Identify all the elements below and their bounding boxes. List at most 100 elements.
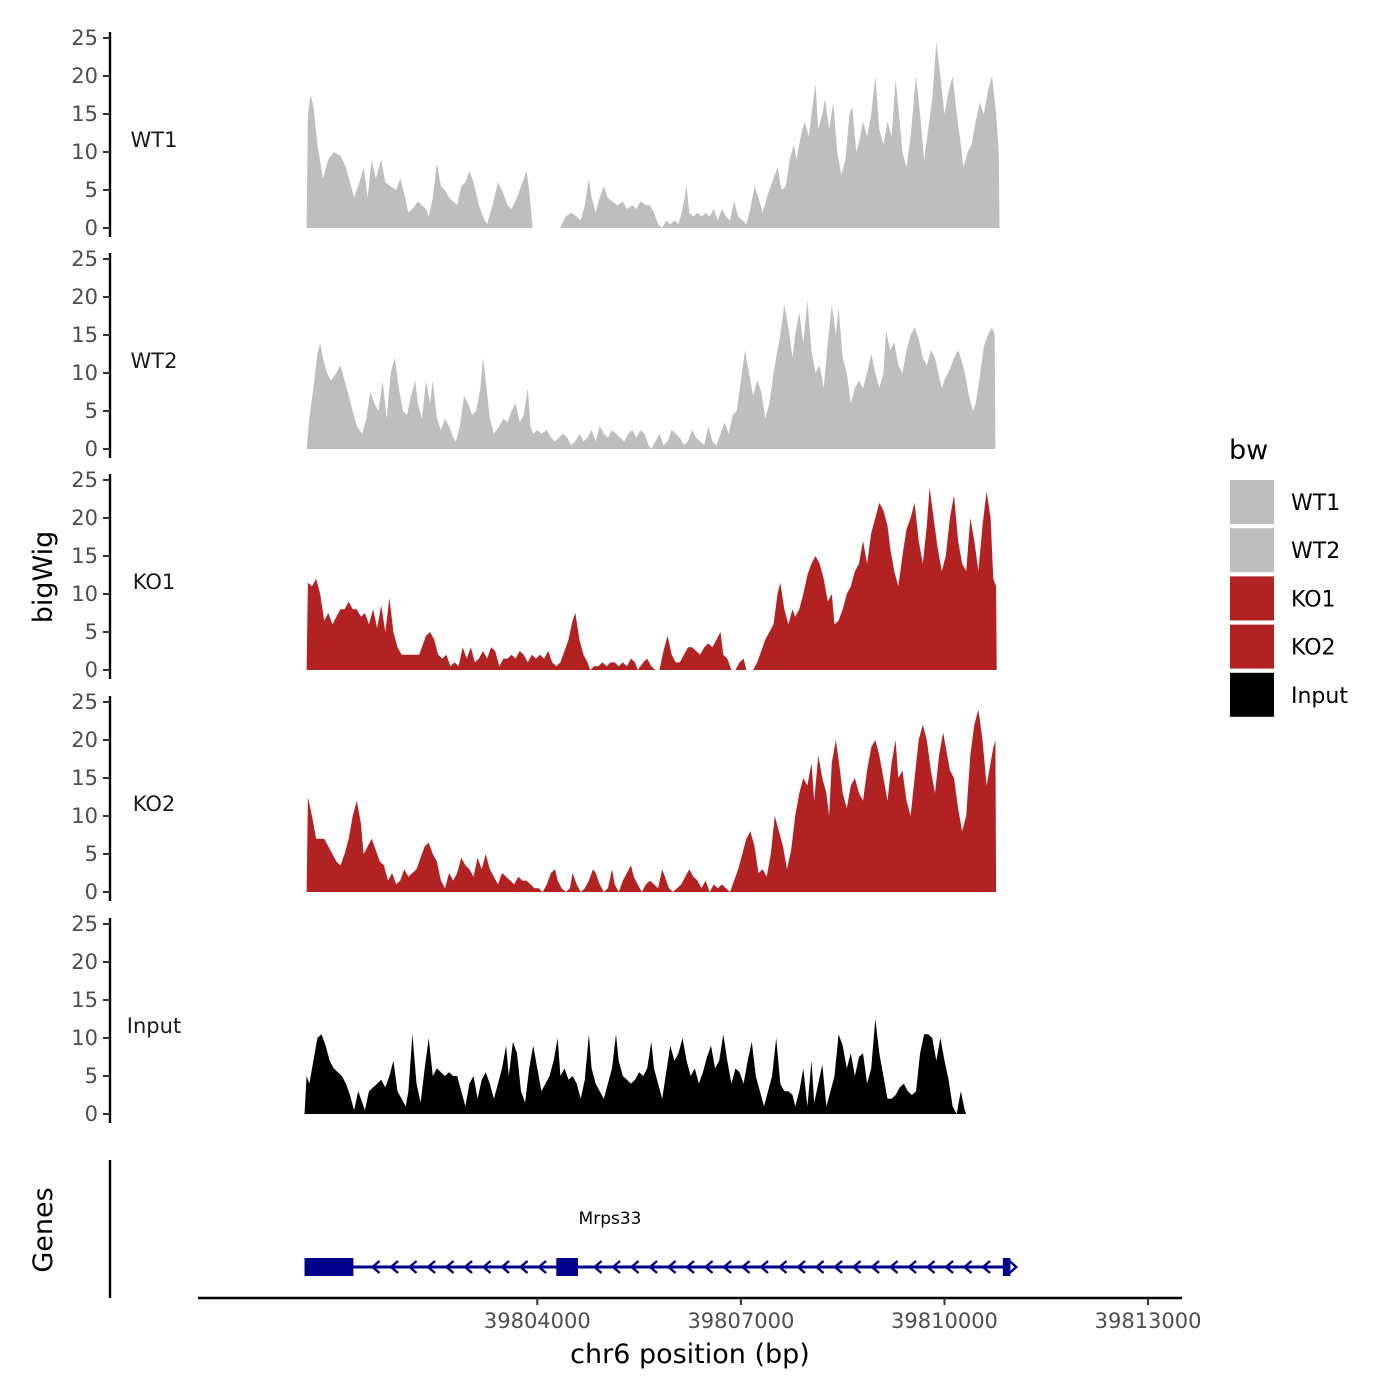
y-tick-label: 20 bbox=[71, 950, 98, 974]
y-tick-label: 25 bbox=[71, 26, 98, 50]
legend-label: WT2 bbox=[1291, 539, 1340, 564]
legend-swatch-ko1 bbox=[1230, 576, 1274, 621]
x-axis: 39804000 39807000 39810000 39813000 bbox=[198, 1296, 1202, 1333]
track-wt2: 0 5 10 15 20 25 WT2 bbox=[71, 247, 996, 461]
strand-arrow bbox=[500, 1260, 510, 1274]
strand-arrow bbox=[518, 1260, 529, 1274]
strand-arrow bbox=[888, 1260, 899, 1274]
y-tick-label: 15 bbox=[71, 323, 98, 347]
y-axis-title: bigWig bbox=[28, 531, 59, 624]
legend-swatch-ko2 bbox=[1230, 624, 1274, 669]
strand-arrow bbox=[814, 1260, 825, 1274]
y-tick-label: 0 bbox=[85, 437, 98, 461]
y-tick-label: 10 bbox=[71, 140, 98, 164]
strand-arrow bbox=[666, 1260, 677, 1274]
y-tick-label: 25 bbox=[71, 690, 98, 714]
strand-arrow bbox=[796, 1260, 806, 1274]
y-tick-label: 15 bbox=[71, 102, 98, 126]
legend-label: WT1 bbox=[1291, 491, 1340, 516]
strand-arrow bbox=[851, 1260, 862, 1274]
track-label: WT1 bbox=[131, 128, 178, 152]
strand-arrow bbox=[870, 1260, 880, 1274]
y-tick-label: 5 bbox=[85, 620, 98, 644]
y-tick-label: 20 bbox=[71, 285, 98, 309]
track-label: WT2 bbox=[131, 349, 178, 373]
strand-arrow bbox=[407, 1260, 418, 1274]
strand-arrow bbox=[537, 1260, 547, 1274]
y-tick-label: 15 bbox=[71, 766, 98, 790]
y-tick-label: 5 bbox=[85, 178, 98, 202]
y-tick-label: 0 bbox=[85, 658, 98, 682]
strand-arrow bbox=[759, 1260, 769, 1274]
strand-arrow bbox=[944, 1260, 954, 1274]
y-tick-label: 5 bbox=[85, 842, 98, 866]
strand-arrow bbox=[481, 1260, 492, 1274]
strand-arrow bbox=[389, 1260, 399, 1274]
strand-arrow bbox=[962, 1260, 973, 1274]
y-tick-label: 25 bbox=[71, 468, 98, 492]
strand-arrow bbox=[444, 1260, 455, 1274]
x-tick-label: 39810000 bbox=[891, 1309, 998, 1333]
track-input: 0 5 10 15 20 25 Input bbox=[71, 912, 967, 1126]
strand-arrow bbox=[370, 1260, 381, 1274]
strand-arrow bbox=[740, 1260, 751, 1274]
strand-arrow bbox=[981, 1260, 991, 1274]
y-tick-label: 0 bbox=[85, 1102, 98, 1126]
legend-label: KO1 bbox=[1291, 587, 1336, 612]
signal-tracks: 0510152025WT10510152025WT20510152025KO10… bbox=[71, 26, 1000, 1126]
y-tick-label: 15 bbox=[71, 988, 98, 1012]
strand-arrow bbox=[426, 1260, 436, 1274]
y-tick-label: 25 bbox=[71, 247, 98, 271]
gene-exon bbox=[556, 1258, 579, 1276]
y-tick-label: 5 bbox=[85, 399, 98, 423]
y-tick-label: 0 bbox=[85, 880, 98, 904]
y-tick-label: 10 bbox=[71, 1026, 98, 1050]
y-tick-label: 25 bbox=[71, 912, 98, 936]
strand-arrow bbox=[703, 1260, 714, 1274]
signal-area-ko1 bbox=[306, 487, 997, 670]
y-tick-label: 20 bbox=[71, 506, 98, 530]
track-wt1: 0 5 10 15 20 25 WT1 bbox=[71, 26, 1000, 240]
strand-arrow bbox=[592, 1260, 603, 1274]
track-label: KO1 bbox=[133, 570, 176, 594]
y-tick-label: 15 bbox=[71, 544, 98, 568]
strand-arrow bbox=[648, 1260, 658, 1274]
signal-area-ko2 bbox=[306, 709, 997, 892]
x-tick-label: 39813000 bbox=[1095, 1309, 1202, 1333]
y-tick-label: 10 bbox=[71, 804, 98, 828]
track-label: Input bbox=[127, 1014, 181, 1038]
track-ko1: 0 5 10 15 20 25 KO1 bbox=[71, 468, 997, 682]
y-tick-label: 5 bbox=[85, 1064, 98, 1088]
signal-area-wt2 bbox=[306, 300, 996, 449]
strand-arrow bbox=[611, 1260, 621, 1274]
signal-area-input bbox=[304, 1019, 967, 1114]
legend: bw WT1 WT2 KO1 KO2 Input bbox=[1229, 435, 1348, 717]
genes-panel: Mrps33 bbox=[108, 1160, 1019, 1298]
legend-swatch-input bbox=[1230, 672, 1274, 717]
genes-axis-title: Genes bbox=[28, 1187, 59, 1272]
x-axis-title: chr6 position (bp) bbox=[570, 1339, 810, 1370]
strand-arrow bbox=[925, 1260, 936, 1274]
legend-swatch-wt2 bbox=[1230, 528, 1274, 573]
y-tick-label: 20 bbox=[71, 728, 98, 752]
legend-label: Input bbox=[1291, 684, 1348, 709]
strand-arrow bbox=[833, 1260, 843, 1274]
strand-arrow bbox=[722, 1260, 732, 1274]
x-tick-label: 39804000 bbox=[484, 1309, 591, 1333]
strand-arrow bbox=[907, 1260, 917, 1274]
y-tick-label: 0 bbox=[85, 216, 98, 240]
legend-label: KO2 bbox=[1291, 636, 1336, 661]
y-tick-label: 20 bbox=[71, 64, 98, 88]
strand-arrow bbox=[777, 1260, 788, 1274]
gene-name-label: Mrps33 bbox=[579, 1209, 642, 1229]
signal-area-wt1 bbox=[306, 41, 1000, 228]
gene-exon bbox=[1002, 1258, 1011, 1276]
track-ko2: 0 5 10 15 20 25 KO2 bbox=[71, 690, 997, 904]
strand-arrow bbox=[1007, 1259, 1019, 1275]
y-tick-label: 10 bbox=[71, 582, 98, 606]
y-tick-label: 10 bbox=[71, 361, 98, 385]
strand-arrow bbox=[629, 1260, 640, 1274]
gene-exon bbox=[304, 1258, 354, 1276]
track-label: KO2 bbox=[133, 792, 176, 816]
